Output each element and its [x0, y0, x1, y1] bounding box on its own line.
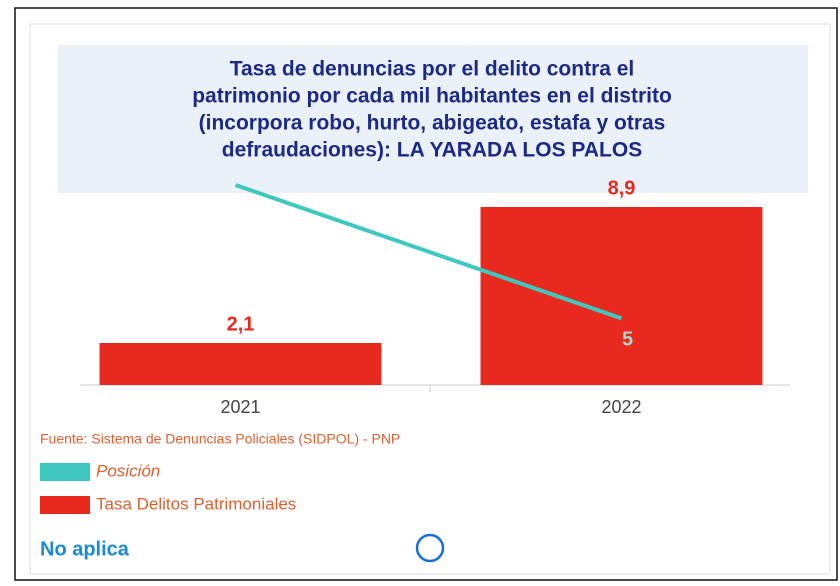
source: Fuente: Sistema de Denuncias Policiales …: [40, 431, 400, 447]
data-label: 2,1: [227, 313, 255, 335]
x-tick-label: 2022: [601, 397, 641, 417]
legend-label: Posición: [96, 461, 160, 480]
x-tick-label: 2021: [220, 397, 260, 417]
legend-label: Tasa Delitos Patrimoniales: [96, 494, 296, 513]
panel: [29, 23, 831, 575]
chart-title: Tasa de denuncias por el delito contra e…: [230, 58, 635, 81]
legend-swatch: [40, 496, 90, 514]
chart-title: defraudaciones): LA YARADA LOS PALOS: [222, 139, 642, 162]
note: No aplica: [40, 538, 130, 560]
title-background: [58, 45, 808, 193]
chart-title: (incorpora robo, hurto, abigeato, estafa…: [199, 112, 666, 135]
radio-button[interactable]: [415, 533, 445, 563]
data-label: 8,9: [608, 177, 636, 199]
bar: [99, 343, 382, 385]
bar: [480, 207, 763, 385]
chart-title: patrimonio por cada mil habitantes en el…: [192, 85, 672, 108]
line: [234, 183, 623, 321]
legend-swatch: [40, 463, 90, 481]
data-label: 5: [622, 329, 633, 351]
